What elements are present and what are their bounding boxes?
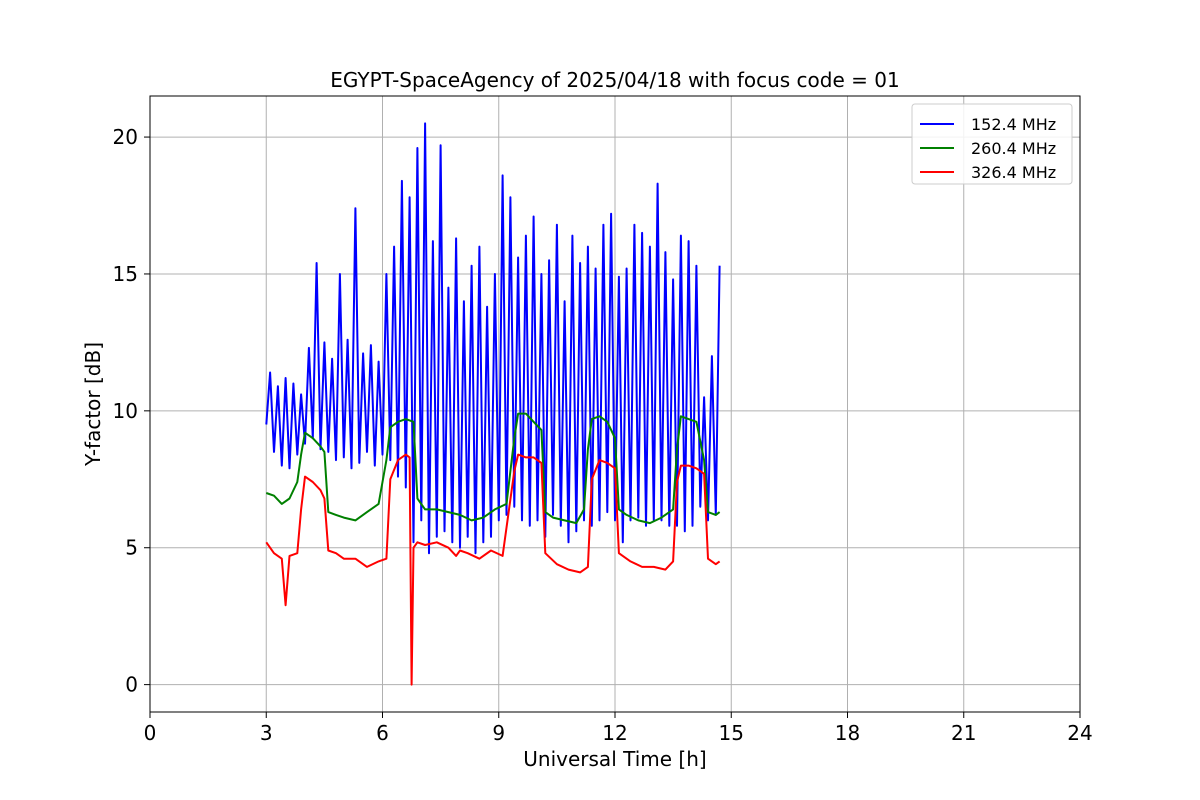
ticks: 0 3 6 9 12 15 18 21 24 0 5 10 15 20 [113,125,1093,745]
y-tick-label: 10 [113,399,138,423]
series-line [265,453,721,686]
legend-label: 260.4 MHz [971,139,1056,158]
series-layer [265,122,721,686]
legend: 152.4 MHz 260.4 MHz 326.4 MHz [911,103,1073,185]
y-axis-label: Y-factor [dB] [81,342,105,467]
x-tick-label: 15 [719,721,744,745]
x-tick-label: 3 [260,721,273,745]
series-line [265,122,721,555]
series-line [265,412,721,525]
x-tick-label: 18 [835,721,860,745]
chart-title: EGYPT-SpaceAgency of 2025/04/18 with foc… [330,68,899,92]
x-tick-label: 24 [1067,721,1092,745]
y-tick-label: 15 [113,262,138,286]
y-tick-label: 5 [125,536,138,560]
y-tick-label: 0 [125,673,138,697]
x-tick-label: 12 [602,721,627,745]
legend-label: 326.4 MHz [971,163,1056,182]
x-tick-label: 6 [376,721,389,745]
x-tick-label: 9 [492,721,505,745]
legend-label: 152.4 MHz [971,115,1056,134]
x-tick-label: 0 [144,721,157,745]
y-tick-label: 20 [113,125,138,149]
x-axis-label: Universal Time [h] [523,747,706,771]
x-tick-label: 21 [951,721,976,745]
